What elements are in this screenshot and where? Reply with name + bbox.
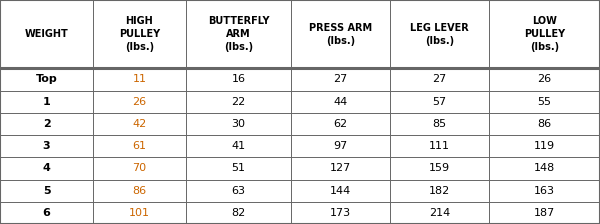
Text: 61: 61 — [133, 141, 146, 151]
Text: 44: 44 — [334, 97, 347, 107]
Text: 86: 86 — [133, 186, 146, 196]
Text: 119: 119 — [534, 141, 555, 151]
Text: 63: 63 — [232, 186, 245, 196]
Text: 57: 57 — [433, 97, 446, 107]
Text: 4: 4 — [43, 163, 50, 173]
Text: 27: 27 — [433, 74, 446, 84]
Text: 97: 97 — [334, 141, 347, 151]
Text: Top: Top — [35, 74, 58, 84]
Text: 55: 55 — [538, 97, 551, 107]
Text: 3: 3 — [43, 141, 50, 151]
Text: 11: 11 — [133, 74, 146, 84]
Text: 159: 159 — [429, 163, 450, 173]
Text: 16: 16 — [232, 74, 245, 84]
Text: 187: 187 — [534, 208, 555, 218]
Text: 214: 214 — [429, 208, 450, 218]
Text: 148: 148 — [534, 163, 555, 173]
Text: HIGH
PULLEY
(lbs.): HIGH PULLEY (lbs.) — [119, 16, 160, 52]
Text: WEIGHT: WEIGHT — [25, 29, 68, 39]
Text: 22: 22 — [232, 97, 245, 107]
Text: 62: 62 — [334, 119, 347, 129]
Text: 82: 82 — [232, 208, 245, 218]
Text: 111: 111 — [429, 141, 450, 151]
Text: 101: 101 — [129, 208, 150, 218]
Text: 173: 173 — [330, 208, 351, 218]
Text: 51: 51 — [232, 163, 245, 173]
Text: PRESS ARM
(lbs.): PRESS ARM (lbs.) — [309, 23, 372, 45]
Text: BUTTERFLY
ARM
(lbs.): BUTTERFLY ARM (lbs.) — [208, 16, 269, 52]
Text: LEG LEVER
(lbs.): LEG LEVER (lbs.) — [410, 23, 469, 45]
Text: 26: 26 — [538, 74, 551, 84]
Text: 182: 182 — [429, 186, 450, 196]
Text: 163: 163 — [534, 186, 555, 196]
Text: 144: 144 — [330, 186, 351, 196]
Text: 1: 1 — [43, 97, 50, 107]
Text: 5: 5 — [43, 186, 50, 196]
Text: LOW
PULLEY
(lbs.): LOW PULLEY (lbs.) — [524, 16, 565, 52]
Text: 27: 27 — [334, 74, 347, 84]
Text: 2: 2 — [43, 119, 50, 129]
Text: 6: 6 — [43, 208, 50, 218]
Text: 41: 41 — [232, 141, 245, 151]
Text: 86: 86 — [538, 119, 551, 129]
Text: 42: 42 — [133, 119, 146, 129]
Text: 30: 30 — [232, 119, 245, 129]
Text: 85: 85 — [433, 119, 446, 129]
Text: 26: 26 — [133, 97, 146, 107]
Text: 127: 127 — [330, 163, 351, 173]
Text: 70: 70 — [133, 163, 146, 173]
